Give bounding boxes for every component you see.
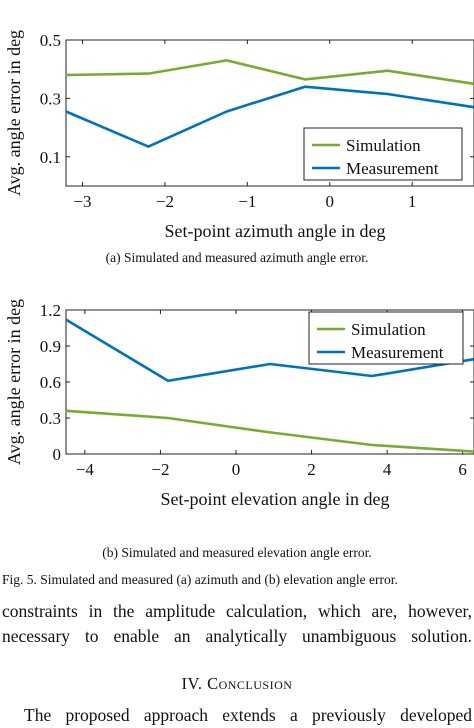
x-tick-label: 0 (232, 460, 241, 479)
body-text-line-1: constraints in the amplitude calculation… (2, 601, 472, 621)
body-text-line-2: necessary to enable an analytically unam… (2, 626, 472, 646)
y-axis-label: Avg. angle error in deg (4, 30, 24, 196)
y-tick-label: 0.3 (40, 89, 61, 108)
section-title: Conclusion (207, 674, 293, 693)
figure-caption: Fig. 5. Simulated and measured (a) azimu… (2, 572, 398, 587)
x-tick-label: 6 (458, 460, 467, 479)
x-tick-label: −1 (238, 192, 256, 211)
azimuth-error-chart: −3 −2 −1 0 1 0.1 0.3 0.5 Set-point azimuth angle… (4, 30, 474, 241)
x-axis-label: Set-point elevation angle in deg (161, 489, 390, 509)
x-tick-label: −2 (156, 192, 174, 211)
x-tick-label: −3 (73, 192, 91, 211)
y-tick-label: 0.9 (40, 337, 61, 356)
legend-label-measurement: Measurement (351, 343, 444, 362)
series-line-simulation (65, 59, 474, 86)
subcaption-a: (a) Simulated and measured azimuth angle… (105, 250, 369, 265)
x-tick-label: 0 (326, 192, 335, 211)
body-text-line-3: The proposed approach extends a previous… (24, 705, 472, 725)
series-line-measurement (65, 85, 474, 148)
section-number: IV. (181, 674, 203, 693)
series-line-simulation (65, 409, 474, 453)
x-tick-label: −2 (151, 460, 169, 479)
y-tick-label: 0.6 (40, 373, 61, 392)
y-tick-label: 0.3 (40, 409, 61, 428)
legend-label-simulation: Simulation (351, 320, 426, 339)
y-axis-label: Avg. angle error in deg (4, 299, 24, 465)
legend-label-measurement: Measurement (346, 159, 439, 178)
legend-label-simulation: Simulation (346, 136, 421, 155)
legend-box (308, 311, 464, 365)
y-tick-label: 0.5 (40, 31, 61, 50)
x-axis-label: Set-point azimuth angle in deg (165, 221, 386, 241)
elevation-error-chart: −4 −2 0 2 4 6 0 0.3 0.6 0.9 1.2 Set-point elevation… (4, 299, 474, 509)
x-tick-label: 4 (383, 460, 392, 479)
x-tick-label: 2 (307, 460, 316, 479)
subcaption-b: (b) Simulated and measured elevation ang… (102, 545, 372, 560)
plot-frame (65, 39, 474, 187)
x-tick-label: 1 (408, 192, 417, 211)
legend-box (303, 127, 463, 181)
y-tick-label: 0 (53, 445, 62, 464)
y-tick-label: 0.1 (40, 148, 61, 167)
y-tick-label: 1.2 (40, 301, 61, 320)
section-heading: IV. Conclusion (0, 674, 474, 694)
series-line-measurement (65, 318, 474, 383)
x-tick-label: −4 (76, 460, 95, 479)
